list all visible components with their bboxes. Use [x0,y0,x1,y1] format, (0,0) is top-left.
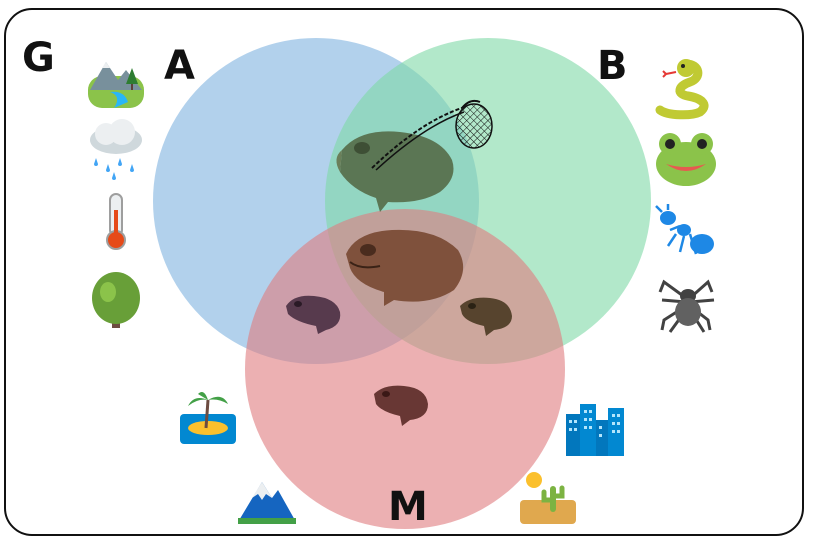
set-label-b: B [597,43,628,89]
ant-icon [655,204,714,255]
circle-m [245,209,565,529]
frog-icon [346,229,464,306]
desert-icon [520,472,576,524]
set-label-g: G [22,35,55,81]
spider-icon [658,279,715,333]
frog-icon [374,385,428,426]
frog-face-icon [656,133,716,186]
frog-icon [286,295,341,334]
rain-cloud-icon [90,119,142,180]
landscape-icon [88,62,144,108]
island-icon [180,392,236,444]
frog-with-net-icon [336,99,493,212]
frog-icon [460,297,512,336]
mountain-icon [238,482,296,524]
city-icon [566,404,624,456]
snake-icon [655,59,709,120]
tree-icon [92,272,140,328]
set-label-m: M [388,484,428,530]
thermometer-icon [106,193,126,250]
set-label-a: A [164,43,195,89]
